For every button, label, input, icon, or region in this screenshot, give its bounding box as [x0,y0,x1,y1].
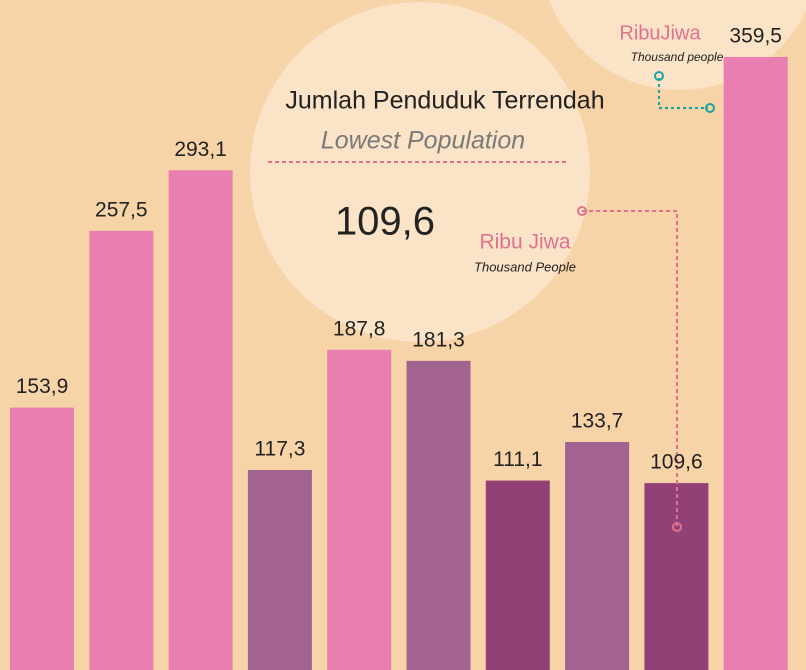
connector-end [705,103,715,113]
annotation-unit-top-en: Thousand people [631,50,724,64]
annotation-title: Jumlah Penduduk Terrendah [285,87,604,115]
connector-end [654,71,664,81]
bar [723,57,788,670]
bar [247,469,312,670]
highlight-circle [250,2,590,342]
bar [485,480,550,670]
bar [168,170,233,670]
connector [582,210,678,527]
value-label: 117,3 [254,438,305,461]
value-label: 153,9 [16,375,69,398]
bar [327,349,392,670]
bars [10,57,788,670]
bar [89,230,154,670]
bar [565,442,630,670]
value-label: 133,7 [571,410,624,433]
annotation-unit: Ribu Jiwa [479,231,570,254]
value-label: 293,1 [174,138,227,161]
connector-end [577,206,587,216]
value-label: 111,1 [493,448,542,471]
value-label: 181,3 [412,328,465,351]
value-label: 109,6 [650,451,703,474]
annotation-unit-en: Thousand People [474,259,576,274]
annotation-value: 109,6 [335,200,435,244]
connector-end [672,522,682,532]
value-label: 359,5 [729,25,782,48]
value-label: 187,8 [333,317,386,340]
annotation-unit-top: RibuJiwa [619,22,701,44]
value-label: 257,5 [95,198,148,221]
bar [10,407,74,670]
bar [644,483,709,670]
annotation-subtitle: Lowest Population [321,127,525,155]
connector-top [658,78,708,109]
bar [406,360,471,670]
